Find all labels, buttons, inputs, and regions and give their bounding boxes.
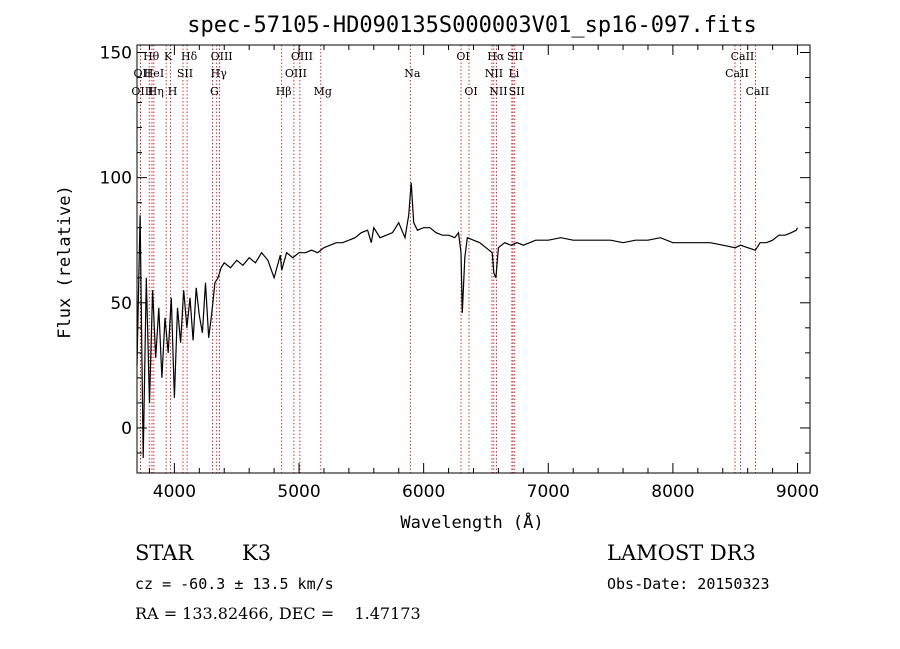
survey-name: LAMOST DR3	[607, 541, 756, 565]
spectral-line-label: Mg	[314, 85, 332, 98]
spectral-line-label: NII	[489, 85, 507, 98]
spectral-line-label: Hγ	[211, 67, 228, 80]
y-tick-label: 0	[121, 419, 132, 439]
y-axis-ticks: 0 50 100 150	[100, 44, 810, 454]
spectral-line-label: OI	[464, 85, 477, 98]
x-axis-label: Wavelength (Å)	[400, 511, 543, 533]
spectral-line-label: CaII	[746, 85, 770, 98]
spectral-line-label: NII	[485, 67, 503, 80]
x-tick-label: 4000	[153, 482, 196, 502]
spectral-line-label: H	[168, 85, 178, 98]
x-tick-label: 8000	[651, 482, 694, 502]
y-tick-label: 100	[100, 169, 132, 189]
spectral-line-label: OII	[134, 67, 152, 80]
y-tick-label: 50	[110, 294, 132, 314]
spectral-line-label: OIII	[291, 50, 313, 63]
spectral-line-label: Hδ	[181, 50, 198, 63]
plot-frame	[136, 44, 811, 474]
spectral-line-label: Hβ	[276, 85, 292, 98]
spectral-line-label: CaII	[731, 50, 755, 63]
spectral-line-label: K	[164, 50, 173, 63]
spectral-line-label: OIII	[211, 50, 233, 63]
spectral-line-label: HeI	[144, 67, 164, 80]
spectral-line-label: SII	[509, 85, 525, 98]
redshift-info: cz = -60.3 ± 13.5 km/s	[135, 575, 334, 593]
x-tick-label: 9000	[776, 482, 819, 502]
spectrum-line	[136, 182, 799, 459]
spectral-line-markers	[139, 45, 756, 473]
x-axis-ticks: 4000 5000 6000 7000 8000 9000	[148, 45, 819, 502]
spectral-line-label: G	[210, 85, 219, 98]
spectral-line-label: SII	[177, 67, 193, 80]
observation-date: Obs-Date: 20150323	[607, 575, 770, 593]
spectral-line-label: Hη	[148, 85, 164, 98]
spectral-line-label: SII	[507, 50, 523, 63]
x-tick-label: 6000	[402, 482, 445, 502]
chart-title: spec-57105-HD090135S000003V01_sp16-097.f…	[187, 13, 757, 38]
spectral-line-label: Hθ	[143, 50, 160, 63]
object-class: STAR	[135, 541, 194, 565]
x-tick-label: 7000	[527, 482, 570, 502]
x-tick-label: 5000	[277, 482, 320, 502]
spectral-line-label: OI	[456, 50, 469, 63]
spectral-line-label: OIII	[285, 67, 307, 80]
spectral-line-label: Hα	[487, 50, 505, 63]
spectral-line-label: Na	[404, 67, 421, 80]
y-tick-label: 150	[100, 44, 132, 64]
spectral-line-label: Li	[508, 67, 519, 80]
spectral-line-label: CaII	[725, 67, 749, 80]
coordinates: RA = 133.82466, DEC = 1.47173	[135, 604, 421, 623]
y-axis-label: Flux (relative)	[55, 185, 75, 339]
object-subclass: K3	[242, 541, 271, 565]
